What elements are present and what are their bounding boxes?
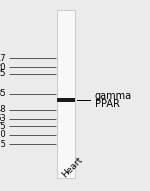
Bar bbox=[57, 98, 75, 102]
Text: 75: 75 bbox=[0, 121, 6, 131]
Text: gamma: gamma bbox=[94, 91, 132, 101]
Text: 17: 17 bbox=[0, 54, 6, 63]
Text: 48: 48 bbox=[0, 105, 6, 114]
Text: PPAR: PPAR bbox=[94, 99, 119, 109]
Text: 135: 135 bbox=[0, 140, 6, 149]
Text: Heart: Heart bbox=[60, 155, 85, 180]
Text: 25: 25 bbox=[0, 69, 6, 78]
Text: 63: 63 bbox=[0, 114, 6, 123]
Bar bbox=[57, 10, 75, 178]
Text: 35: 35 bbox=[0, 89, 6, 98]
Text: 20: 20 bbox=[0, 63, 6, 72]
Text: 100: 100 bbox=[0, 130, 6, 139]
